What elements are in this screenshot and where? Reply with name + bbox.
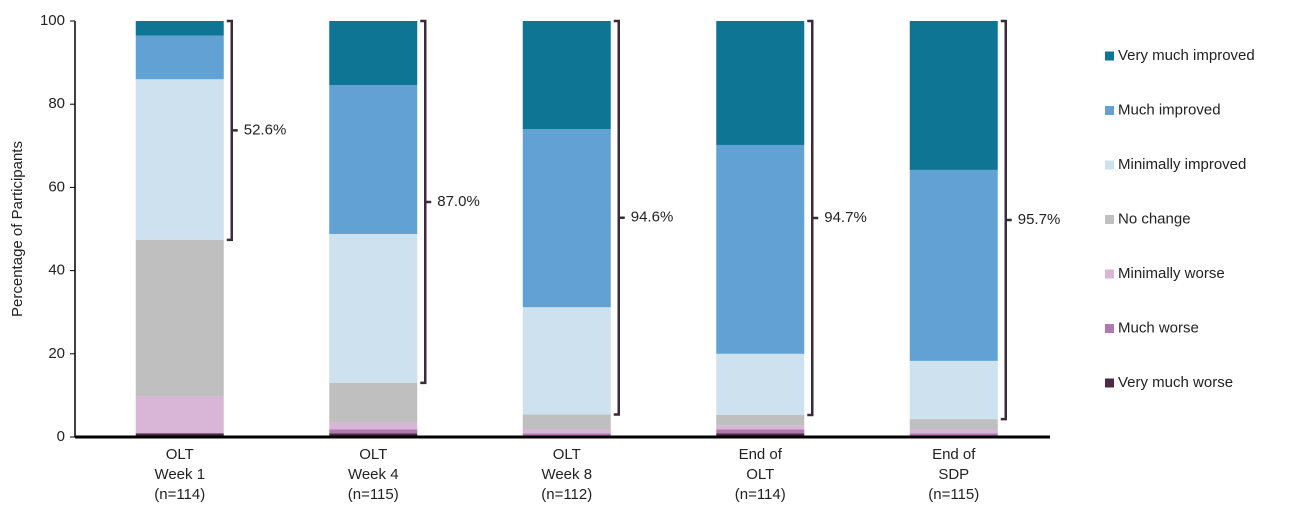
bar-segment [329, 429, 418, 434]
bar-segment [329, 21, 418, 86]
legend-label: Very much worse [1118, 374, 1233, 391]
legend-label: Very much improved [1118, 47, 1255, 64]
bar-segment [135, 239, 224, 397]
legend-swatch [1105, 324, 1114, 333]
bar-segment [135, 35, 224, 80]
bracket [807, 19, 819, 417]
bar-segment [909, 169, 998, 361]
legend-swatch [1105, 160, 1114, 170]
x-tick-label: Week 8 [541, 466, 592, 483]
x-tick-label: (n=112) [541, 486, 592, 503]
x-tick-label: End of [739, 446, 783, 463]
legend-label: No change [1118, 210, 1191, 227]
bar-segment [135, 21, 224, 36]
y-tick-label: 0 [57, 428, 65, 445]
bar-segment [716, 425, 805, 430]
bar-segment [329, 433, 418, 437]
bar-segment [135, 396, 224, 434]
x-tick-label: (n=114) [735, 486, 786, 503]
legend-label: Much worse [1118, 319, 1199, 336]
bracket-label: 94.6% [631, 209, 674, 226]
bar-segment [522, 21, 611, 130]
legend-label: Much improved [1118, 101, 1221, 118]
bar-segment [522, 129, 611, 308]
bar-segment [716, 144, 805, 354]
y-tick-label: 20 [48, 345, 65, 362]
legend-swatch [1105, 269, 1114, 279]
bracket [613, 19, 625, 416]
legend-label: Minimally worse [1118, 265, 1225, 282]
bar-segment [716, 353, 805, 415]
bar-segment [522, 429, 611, 434]
x-tick-label: OLT [166, 446, 194, 463]
bar-segment [716, 21, 805, 145]
bar-segment [329, 233, 418, 383]
x-tick-label: SDP [938, 466, 969, 483]
y-tick-label: 60 [48, 178, 65, 195]
bar-segment [135, 433, 224, 437]
bar-segment [329, 382, 418, 423]
x-tick-label: OLT [746, 466, 774, 483]
y-axis-label: Percentage of Participants [9, 141, 26, 317]
bracket-label: 95.7% [1018, 211, 1061, 228]
x-tick-label: End of [932, 446, 976, 463]
bracket [420, 19, 432, 385]
legend-swatch [1105, 215, 1114, 224]
bracket [226, 19, 238, 242]
bar-segment [909, 419, 998, 430]
bar-segment [522, 433, 611, 437]
x-tick-label: Week 1 [154, 466, 205, 483]
x-tick-label: (n=115) [928, 486, 979, 503]
bracket [1000, 19, 1012, 421]
bar-segment [135, 79, 224, 240]
y-tick-label: 100 [40, 12, 65, 29]
legend-label: Minimally improved [1118, 156, 1246, 173]
bar-segment [329, 85, 418, 234]
x-tick-label: OLT [553, 446, 581, 463]
bracket-label: 87.0% [437, 193, 480, 210]
bar-segment [909, 21, 998, 170]
x-tick-label: OLT [359, 446, 387, 463]
bar-segment [329, 422, 418, 430]
bar-segment [522, 307, 611, 415]
bracket-label: 94.7% [824, 209, 867, 226]
legend-swatch [1105, 378, 1114, 388]
bar-segment [522, 414, 611, 430]
bar-segment [909, 429, 998, 434]
legend-swatch [1105, 51, 1114, 61]
legend-swatch [1105, 106, 1114, 115]
bar-segment [716, 429, 805, 434]
bar-segment [909, 360, 998, 420]
bar-segment [716, 414, 805, 426]
bar-segment [909, 433, 998, 437]
bar-segment [716, 433, 805, 437]
x-tick-label: Week 4 [348, 466, 399, 483]
x-tick-label: (n=114) [154, 486, 205, 503]
x-tick-label: (n=115) [348, 486, 399, 503]
bracket-label: 52.6% [244, 121, 287, 138]
y-tick-label: 80 [48, 95, 65, 112]
y-tick-label: 40 [48, 262, 65, 279]
